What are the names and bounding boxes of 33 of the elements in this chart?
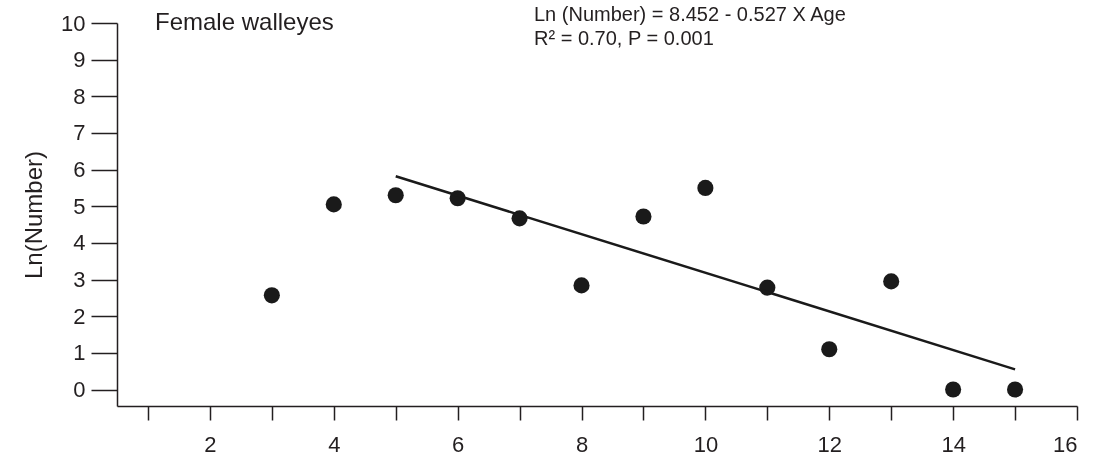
chart-title: Female walleyes	[155, 8, 334, 35]
y-tick-label: 8	[73, 83, 86, 109]
x-tick-label: 16	[1053, 431, 1078, 457]
point	[1007, 381, 1024, 398]
annotation: R² = 0.70, P = 0.001	[534, 27, 714, 49]
y-tick-label: 1	[73, 340, 86, 366]
y-tick-label: 0	[73, 377, 86, 403]
x-tick-label: 6	[452, 431, 465, 457]
point	[945, 381, 962, 398]
point	[635, 208, 652, 225]
x-tick-label: 2	[204, 431, 217, 457]
x-tick-label: 14	[941, 431, 966, 457]
y-tick-label: 4	[73, 230, 86, 256]
point	[883, 273, 900, 290]
x-tick-label: 10	[693, 431, 719, 457]
x-tick-label: 12	[817, 431, 842, 457]
point	[263, 287, 280, 304]
y-tick-label: 3	[73, 267, 86, 293]
point	[325, 196, 342, 213]
y-axis-title: Ln(Number)	[20, 150, 48, 280]
y-tick-label: 5	[73, 193, 86, 219]
y-tick-label: 2	[73, 303, 86, 329]
point	[387, 187, 404, 204]
point	[573, 277, 590, 294]
point	[697, 179, 714, 196]
y-tick-label: 9	[73, 47, 86, 73]
y-tick-label: 6	[73, 157, 86, 183]
y-tick-label: 7	[73, 120, 86, 146]
point	[821, 341, 838, 358]
annotation: Ln (Number) = 8.452 - 0.527 X Age	[534, 3, 846, 25]
x-tick-label: 8	[575, 431, 589, 457]
x-tick-label: 4	[328, 431, 341, 457]
y-tick-label: 10	[61, 10, 86, 36]
